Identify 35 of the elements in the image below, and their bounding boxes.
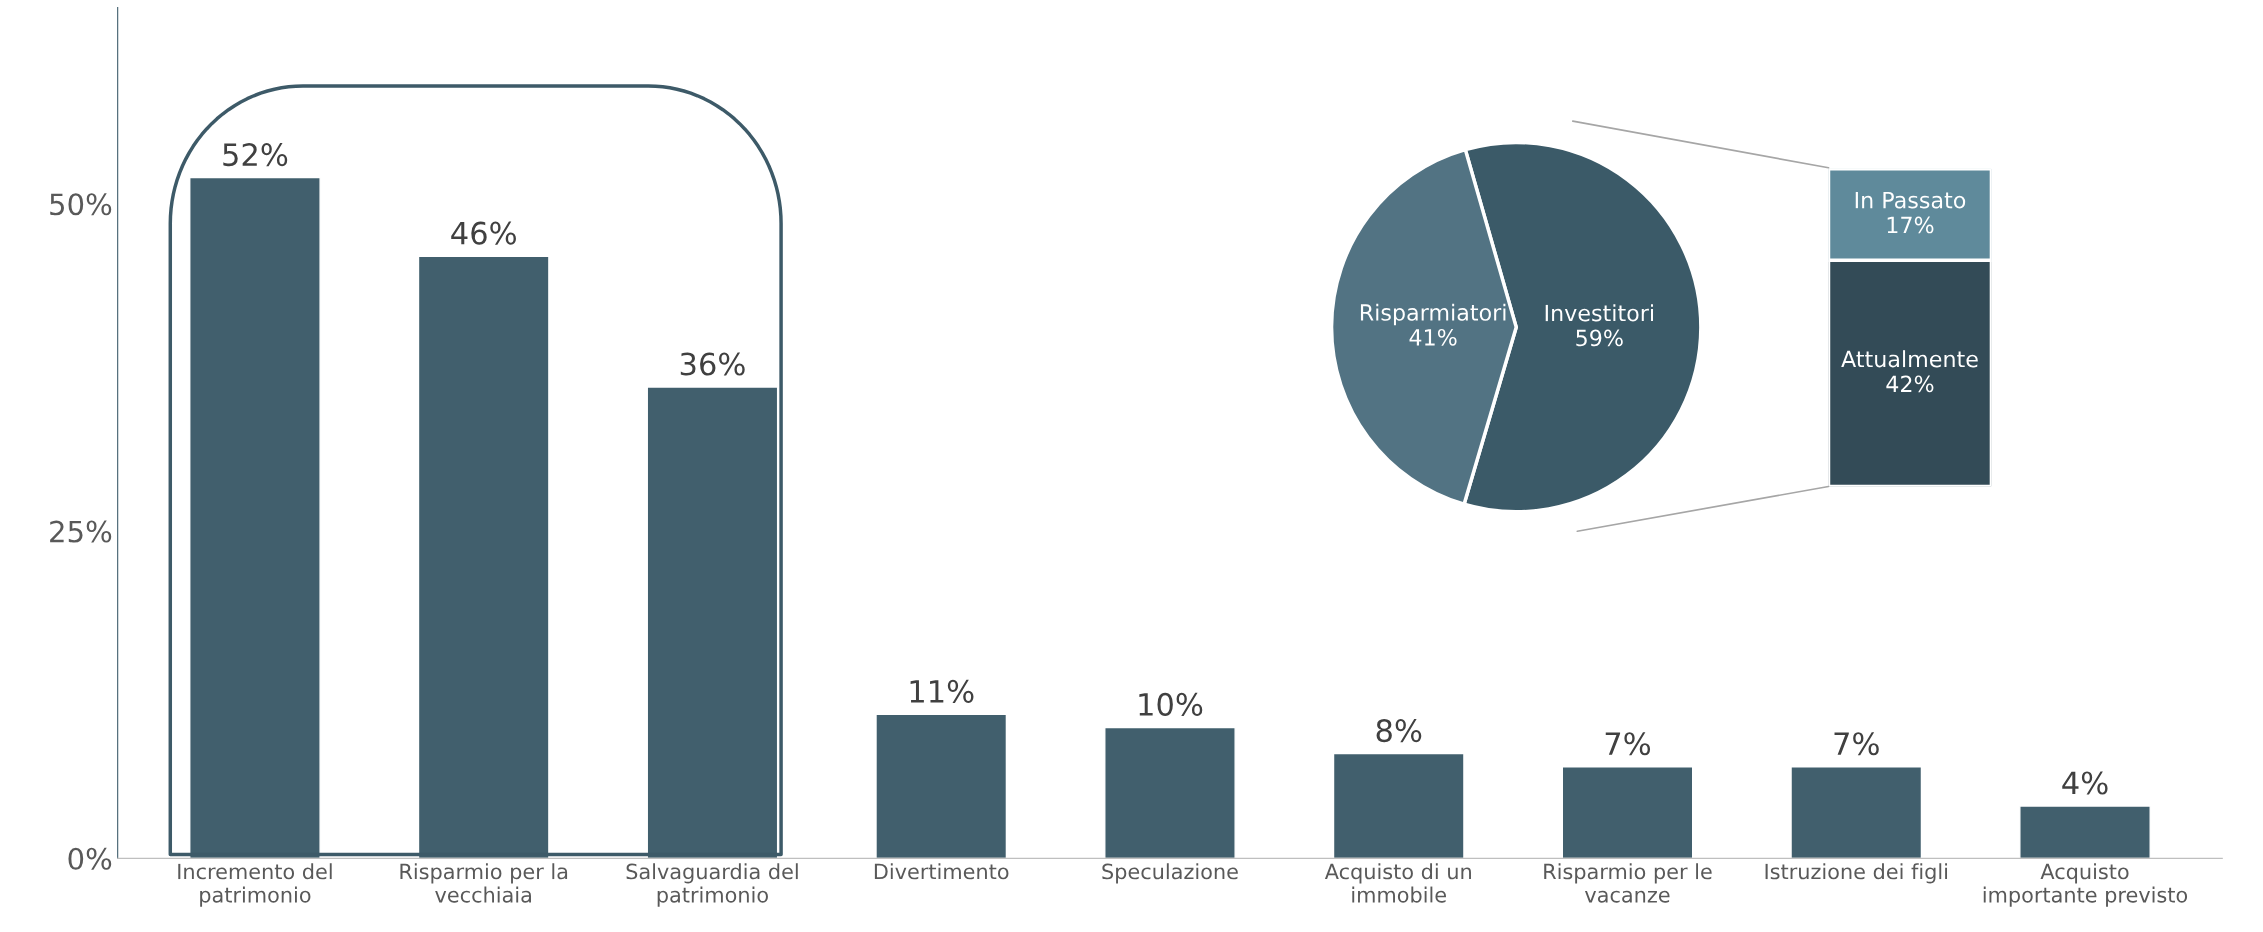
slice-label: Investitori	[1545, 304, 1653, 322]
y-tick-label: 50%	[50, 193, 112, 216]
bar	[1790, 766, 1923, 859]
data-label: 7%	[1834, 732, 1879, 756]
data-label: 46%	[451, 221, 516, 245]
x-tick-label: Acquisto di un immobile	[1324, 863, 1471, 903]
series-label: Attualmente	[1841, 350, 1978, 368]
data-label: 4%	[2062, 771, 2108, 795]
x-tick-label: Risparmio per la vecchiaia	[400, 863, 568, 903]
bar	[1104, 726, 1236, 859]
y-tick-label: 0%	[68, 847, 112, 870]
data-label: 41%	[1409, 328, 1457, 346]
data-label: 42%	[1886, 375, 1934, 393]
x-tick-label: Speculazione	[1102, 863, 1238, 884]
x-tick-label: Risparmio per le vacanze	[1544, 863, 1712, 903]
data-label: 7%	[1605, 732, 1651, 756]
data-label: 8%	[1376, 719, 1422, 743]
x-tick-label: Incremento del patrimonio	[178, 863, 332, 907]
bar	[1561, 766, 1694, 859]
data-label: 59%	[1576, 329, 1623, 347]
bar	[1332, 752, 1465, 859]
bar	[875, 713, 1008, 859]
data-label: 36%	[680, 352, 745, 376]
data-label: 11%	[910, 679, 974, 703]
bar	[2019, 805, 2151, 859]
slice-label: Risparmiatori	[1360, 303, 1506, 326]
x-tick-label: Salvaguardia del patrimonio	[626, 863, 798, 907]
data-label: 52%	[223, 143, 288, 167]
x-tick-label: Divertimento	[874, 863, 1009, 880]
x-tick-label: Istruzione dei figli	[1765, 863, 1948, 884]
x-tick-label: Acquisto importante previsto	[1983, 863, 2188, 907]
data-label: 17%	[1887, 216, 1934, 234]
data-label: 10%	[1139, 692, 1203, 716]
y-tick-label: 25%	[50, 520, 112, 543]
series-label: In Passato	[1855, 191, 1966, 209]
